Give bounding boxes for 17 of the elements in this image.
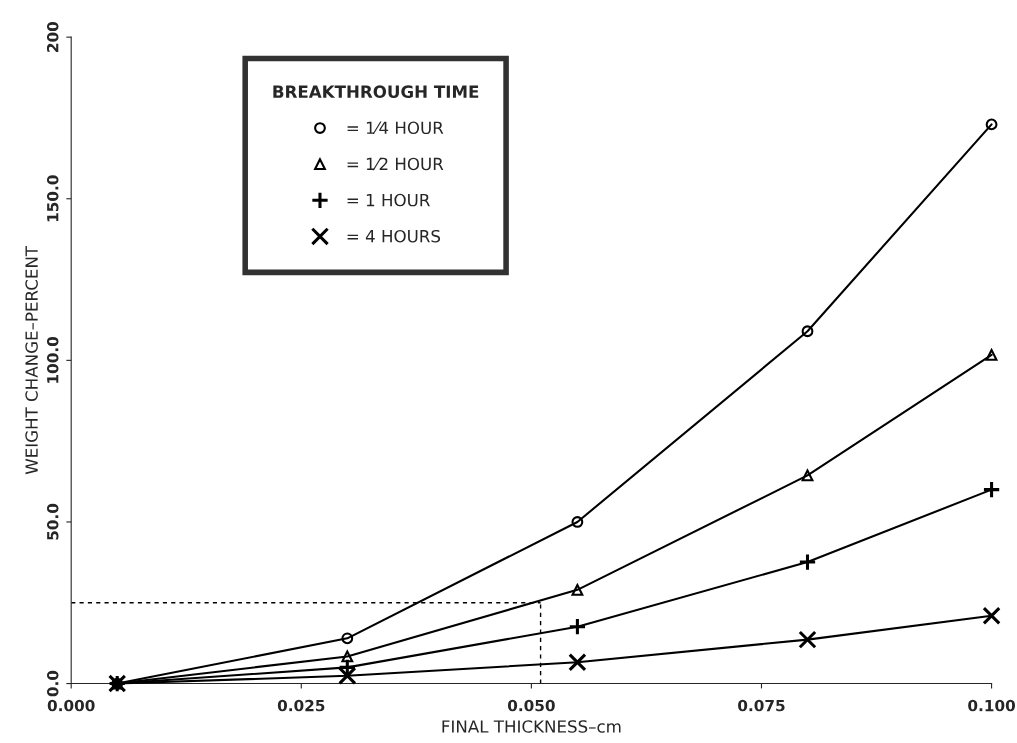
y-tick-label: 100.0 (46, 336, 59, 383)
x-tick-label: 0.050 (507, 699, 555, 712)
y-tick-label: 50.0 (46, 503, 59, 540)
legend-label: = 1⁄2 HOUR (347, 157, 444, 171)
y-tick-label: 0.0 (46, 670, 59, 697)
x-tick-label: 0.000 (47, 699, 95, 712)
y-tick-label: 200 (46, 21, 59, 52)
legend-label: = 4 HOURS (347, 229, 441, 243)
x-tick-label: 0.100 (968, 699, 1016, 712)
y-axis-title: WEIGHT CHANGE–PERCENT (25, 245, 38, 475)
legend-label: = 1 HOUR (347, 193, 430, 207)
x-tick-label: 0.075 (738, 699, 785, 712)
y-tick-label: 150.0 (46, 175, 59, 222)
x-axis-title: FINAL THICKNESS–cm (442, 720, 621, 733)
legend-label: = 1⁄4 HOUR (347, 121, 444, 135)
legend-title: BREAKTHROUGH TIME (273, 85, 479, 98)
x-tick-label: 0.025 (277, 699, 325, 712)
